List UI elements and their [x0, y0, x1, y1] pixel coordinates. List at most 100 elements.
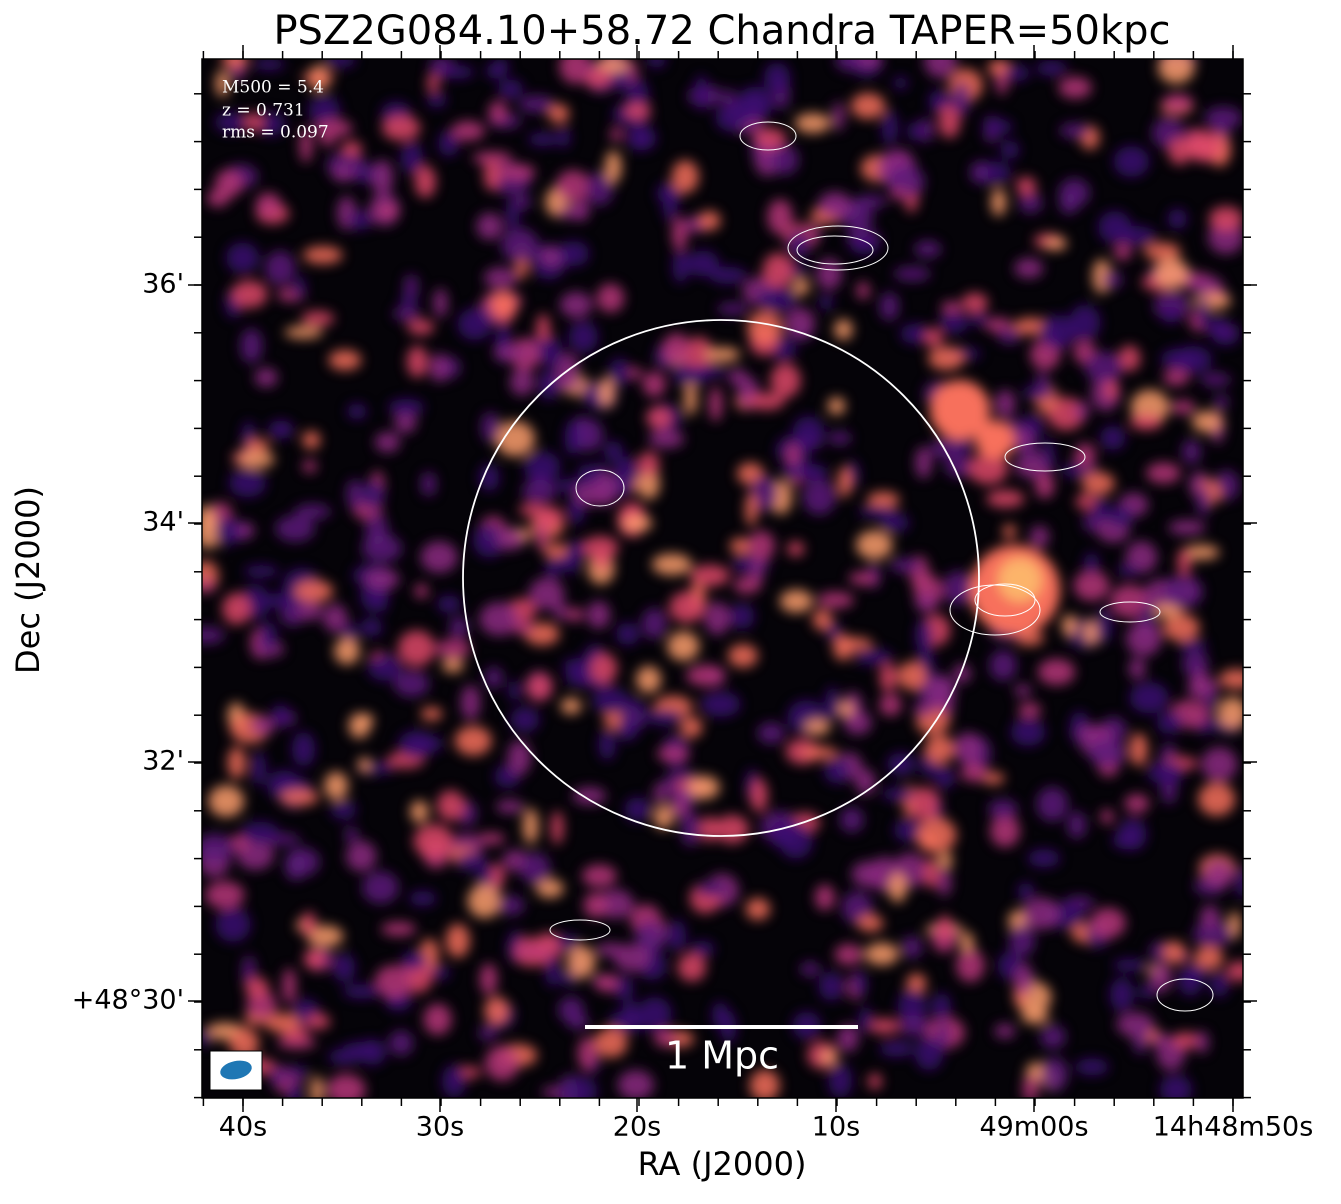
emission [1035, 371, 1049, 399]
emission [781, 462, 820, 479]
emission [341, 140, 363, 157]
emission [1100, 425, 1126, 451]
emission [1110, 584, 1149, 619]
emission [479, 963, 498, 995]
emission [879, 1040, 914, 1057]
emission [688, 775, 720, 800]
emission [555, 353, 579, 382]
emission [818, 971, 845, 1001]
emission [483, 159, 501, 191]
emission [435, 639, 471, 659]
emission [269, 1065, 286, 1087]
emission [555, 478, 580, 493]
emission [1117, 564, 1141, 577]
emission [733, 576, 761, 594]
emission [255, 192, 282, 219]
emission [299, 127, 313, 163]
emission [656, 747, 690, 761]
emission [226, 242, 260, 274]
emission [636, 666, 662, 694]
emission [1162, 369, 1190, 386]
emission [284, 851, 306, 881]
emission [970, 311, 988, 327]
emission [346, 479, 364, 510]
emission [970, 161, 989, 184]
emission [960, 932, 974, 953]
scale-bar-label: 1 Mpc [665, 1034, 779, 1078]
emission [867, 491, 900, 508]
emission [215, 69, 230, 98]
emission [729, 537, 752, 555]
emission [856, 281, 870, 300]
emission [594, 549, 610, 571]
emission [610, 127, 623, 142]
emission [545, 954, 559, 988]
emission [586, 172, 614, 206]
emission [512, 944, 550, 958]
emission [1162, 614, 1200, 642]
emission [1116, 225, 1156, 246]
emission [423, 1003, 452, 1035]
emission [1217, 696, 1243, 730]
emission [566, 607, 584, 622]
emission [410, 800, 429, 823]
emission [1193, 920, 1233, 948]
emission [1196, 485, 1211, 517]
emission [555, 170, 591, 202]
emission [282, 967, 296, 1004]
contour [1156, 978, 1214, 1012]
emission [988, 799, 1018, 819]
emission [381, 115, 421, 141]
emission [939, 311, 969, 334]
emission [1198, 782, 1236, 816]
emission [275, 515, 315, 542]
emission [538, 369, 559, 401]
emission [662, 333, 691, 365]
emission [1187, 276, 1223, 292]
emission [456, 851, 487, 871]
emission [879, 663, 897, 692]
emission [472, 151, 513, 165]
emission [893, 266, 931, 281]
emission [1200, 904, 1220, 930]
emission [403, 274, 419, 298]
emission [637, 996, 672, 1032]
emission [1002, 524, 1016, 540]
emission [749, 475, 778, 512]
emission [916, 817, 957, 853]
emission [429, 353, 449, 383]
emission [284, 326, 323, 339]
emission [961, 292, 988, 313]
emission [303, 246, 343, 264]
emission [1041, 437, 1055, 472]
emission [1158, 59, 1195, 84]
emission [915, 446, 932, 479]
emission [763, 62, 791, 93]
emission [837, 1024, 859, 1053]
emission [671, 160, 699, 194]
emission [371, 159, 394, 196]
emission [320, 133, 335, 147]
emission [827, 431, 852, 445]
emission [653, 782, 667, 804]
emission [745, 897, 771, 920]
emission [624, 797, 651, 822]
emission [804, 719, 831, 736]
emission [301, 311, 335, 327]
emission [495, 799, 525, 814]
emission [1187, 676, 1219, 700]
emission [681, 811, 701, 847]
emission [687, 364, 727, 379]
emission [361, 480, 385, 510]
emission [1014, 684, 1032, 697]
emission [328, 1048, 362, 1065]
emission [501, 228, 539, 263]
emission [754, 127, 787, 149]
emission [989, 650, 1017, 681]
emission [1210, 315, 1227, 342]
emission [1058, 178, 1090, 208]
emission [1184, 964, 1209, 980]
emission [1090, 907, 1126, 939]
emission [749, 1069, 780, 1098]
emission [663, 189, 678, 222]
